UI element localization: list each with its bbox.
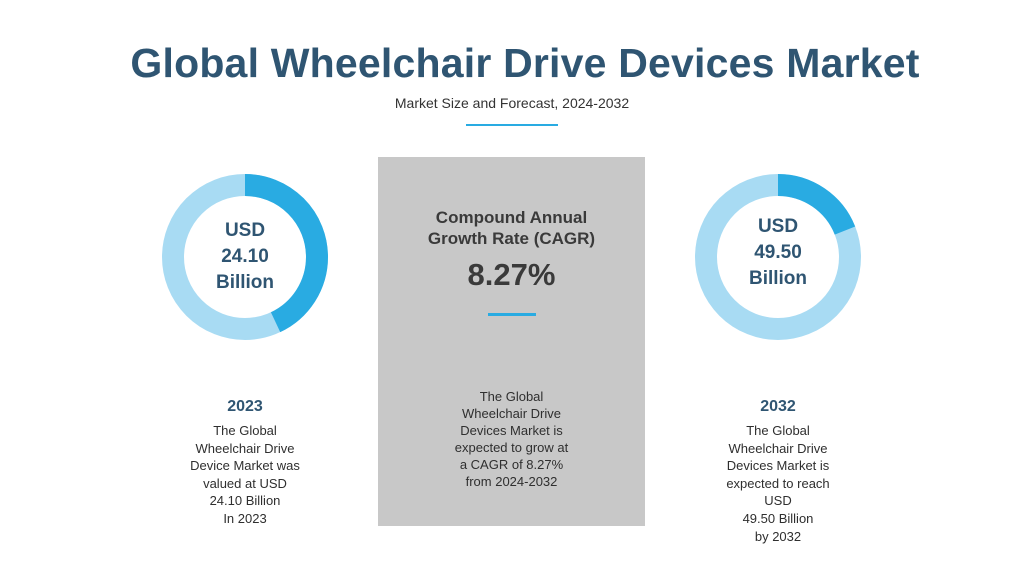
donut-2023: USD 24.10 Billion <box>160 172 330 342</box>
cagr-underline <box>488 313 536 316</box>
cagr-description-line: a CAGR of 8.27% <box>459 457 564 472</box>
donut-2032: USD 49.50 Billion <box>693 172 863 342</box>
donut-2023-segment <box>162 174 328 340</box>
year-2023: 2023 <box>227 398 263 415</box>
cagr-description-line: Wheelchair Drive <box>462 406 561 421</box>
description-2032: The Global Wheelchair Drive Devices Mark… <box>693 422 863 545</box>
page-subtitle: Market Size and Forecast, 2024-2032 <box>394 95 630 111</box>
description-2023-line: valued at USD <box>203 475 287 491</box>
donut-2032-value: 49.50 <box>754 242 802 263</box>
description-2023-line: The Global <box>213 423 277 438</box>
description-2023-line: In 2023 <box>223 510 267 526</box>
cagr-description: The Global Wheelchair Drive Devices Mark… <box>428 388 595 490</box>
donut-2023-label: USD 24.10 Billion <box>160 218 330 296</box>
title-underline <box>466 124 558 126</box>
donut-2032-svg <box>695 174 861 340</box>
cagr-description-line: The Global <box>479 389 544 404</box>
donut-2023-value: 24.10 <box>221 246 269 267</box>
description-2023-line: Device Market was <box>190 458 300 474</box>
description-2032-line: expected to reach <box>726 475 830 491</box>
description-2032-line: Wheelchair Drive <box>728 440 828 456</box>
page-title: Global Wheelchair Drive Devices Market <box>130 40 920 86</box>
cagr-description-line: expected to grow at <box>454 440 569 455</box>
cagr-value: 8.27% <box>467 257 556 292</box>
donut-2032-segment <box>695 174 861 340</box>
cagr-label: Compound Annual Growth Rate (CAGR) <box>378 207 645 249</box>
donut-2032-label: USD 49.50 Billion <box>693 214 863 292</box>
description-2023-line: Wheelchair Drive <box>195 440 295 456</box>
description-2032-line: USD <box>764 493 792 509</box>
cagr-label-line1: Compound Annual <box>435 208 588 227</box>
description-2032-line: 49.50 Billion <box>742 510 814 526</box>
donut-2032-unit: Billion <box>748 268 808 289</box>
donut-2023-svg <box>162 174 328 340</box>
cagr-panel: Compound Annual Growth Rate (CAGR) 8.27%… <box>378 157 645 526</box>
year-2032: 2032 <box>760 398 796 415</box>
donut-2023-unit: Billion <box>215 272 275 293</box>
description-2023: The Global Wheelchair Drive Device Marke… <box>160 422 330 528</box>
donut-2023-currency: USD <box>224 220 266 241</box>
cagr-description-line: Devices Market is <box>460 423 563 438</box>
description-2032-line: by 2032 <box>754 528 802 544</box>
cagr-description-line: from 2024-2032 <box>465 474 558 489</box>
description-2032-line: Devices Market is <box>726 458 830 474</box>
description-2023-line: 24.10 Billion <box>209 493 281 509</box>
donut-2032-currency: USD <box>757 216 799 237</box>
description-2032-line: The Global <box>746 423 810 438</box>
cagr-label-line2: Growth Rate (CAGR) <box>427 229 596 248</box>
